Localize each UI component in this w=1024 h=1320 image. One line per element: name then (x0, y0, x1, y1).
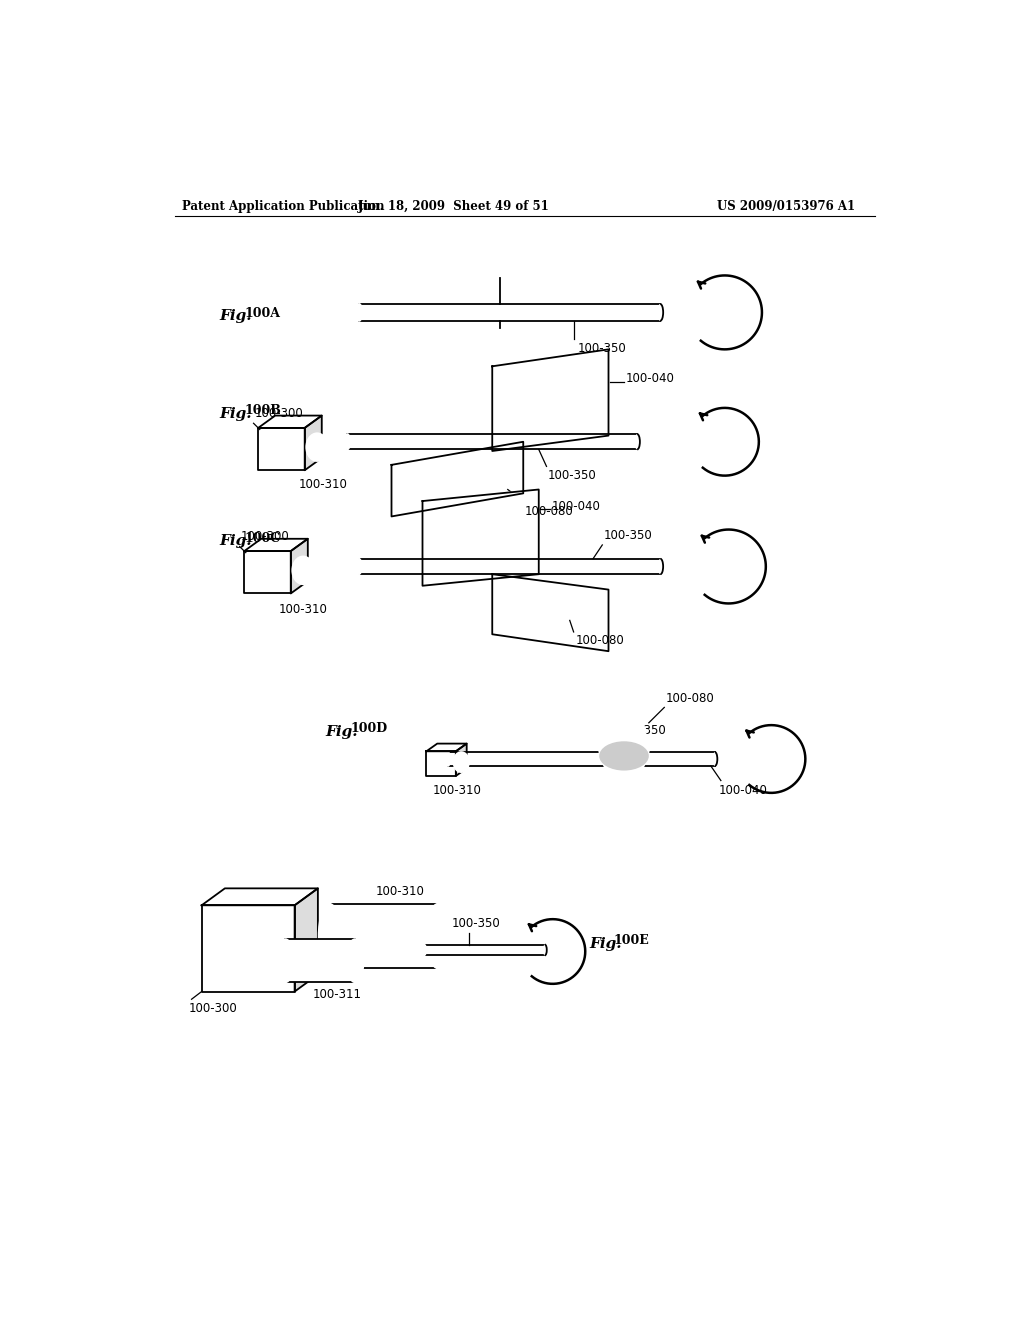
Polygon shape (258, 416, 322, 428)
Text: 100A: 100A (245, 306, 281, 319)
Text: 100-040: 100-040 (719, 784, 767, 797)
Ellipse shape (306, 433, 328, 461)
Text: 100C: 100C (245, 532, 281, 545)
Text: 100-040: 100-040 (552, 500, 601, 513)
Bar (347, 434, 637, 449)
Text: Fig.: Fig. (219, 407, 252, 421)
Text: Patent Application Publication: Patent Application Publication (182, 199, 385, 213)
Bar (447, 752, 715, 766)
Text: 100-300: 100-300 (188, 1002, 238, 1015)
Text: 100-350: 100-350 (548, 469, 597, 482)
Text: 100B: 100B (245, 404, 282, 417)
Polygon shape (456, 743, 467, 776)
Text: Fig.: Fig. (326, 725, 358, 739)
Ellipse shape (657, 558, 664, 574)
Text: 100-310: 100-310 (432, 784, 481, 797)
Text: 100E: 100E (614, 935, 649, 948)
Ellipse shape (635, 434, 640, 449)
Ellipse shape (445, 752, 451, 766)
Polygon shape (291, 539, 308, 594)
Ellipse shape (599, 742, 649, 771)
Bar (359, 558, 660, 574)
Text: 100-080: 100-080 (575, 635, 624, 647)
Text: 100D: 100D (350, 722, 387, 735)
Text: 100-080: 100-080 (524, 506, 573, 517)
Ellipse shape (543, 945, 547, 956)
Polygon shape (426, 743, 467, 751)
Polygon shape (245, 552, 291, 594)
Polygon shape (295, 888, 317, 991)
Text: Fig.: Fig. (589, 937, 622, 950)
Ellipse shape (318, 904, 340, 969)
Ellipse shape (276, 940, 294, 982)
Text: Jun. 18, 2009  Sheet 49 of 51: Jun. 18, 2009 Sheet 49 of 51 (357, 199, 549, 213)
Polygon shape (426, 751, 456, 776)
Text: 100-300: 100-300 (255, 407, 304, 420)
Polygon shape (391, 442, 523, 516)
Polygon shape (202, 888, 317, 906)
Ellipse shape (427, 904, 449, 969)
Text: 100-310: 100-310 (279, 603, 328, 616)
Polygon shape (493, 350, 608, 451)
Ellipse shape (356, 304, 362, 321)
Polygon shape (423, 490, 539, 586)
Text: US 2009/0153976 A1: US 2009/0153976 A1 (717, 199, 855, 213)
Polygon shape (305, 416, 322, 470)
Text: 100-080: 100-080 (666, 692, 715, 705)
Bar (286, 940, 355, 982)
Ellipse shape (454, 752, 469, 772)
Text: 100-040: 100-040 (626, 372, 675, 385)
Polygon shape (202, 906, 295, 991)
Ellipse shape (345, 434, 350, 449)
Text: 100-350: 100-350 (617, 725, 667, 738)
Text: 100-311: 100-311 (312, 989, 361, 1002)
Ellipse shape (292, 557, 314, 585)
Polygon shape (245, 539, 308, 552)
Bar (330, 904, 438, 969)
Ellipse shape (657, 304, 664, 321)
Text: 100-350: 100-350 (452, 917, 501, 929)
Bar (359, 304, 660, 321)
Text: 100-350: 100-350 (578, 342, 627, 355)
Ellipse shape (599, 719, 649, 777)
Text: 100-310: 100-310 (299, 478, 347, 491)
Text: Fig.: Fig. (219, 309, 252, 323)
Text: 100-350: 100-350 (604, 529, 652, 543)
Ellipse shape (713, 752, 718, 766)
Bar (424, 945, 545, 956)
Polygon shape (258, 428, 305, 470)
Polygon shape (493, 574, 608, 651)
Ellipse shape (356, 558, 361, 574)
Text: 100-310: 100-310 (376, 884, 425, 898)
Text: 100-300: 100-300 (241, 531, 290, 544)
Text: Fig.: Fig. (219, 535, 252, 548)
Ellipse shape (346, 940, 364, 982)
Ellipse shape (422, 945, 426, 956)
